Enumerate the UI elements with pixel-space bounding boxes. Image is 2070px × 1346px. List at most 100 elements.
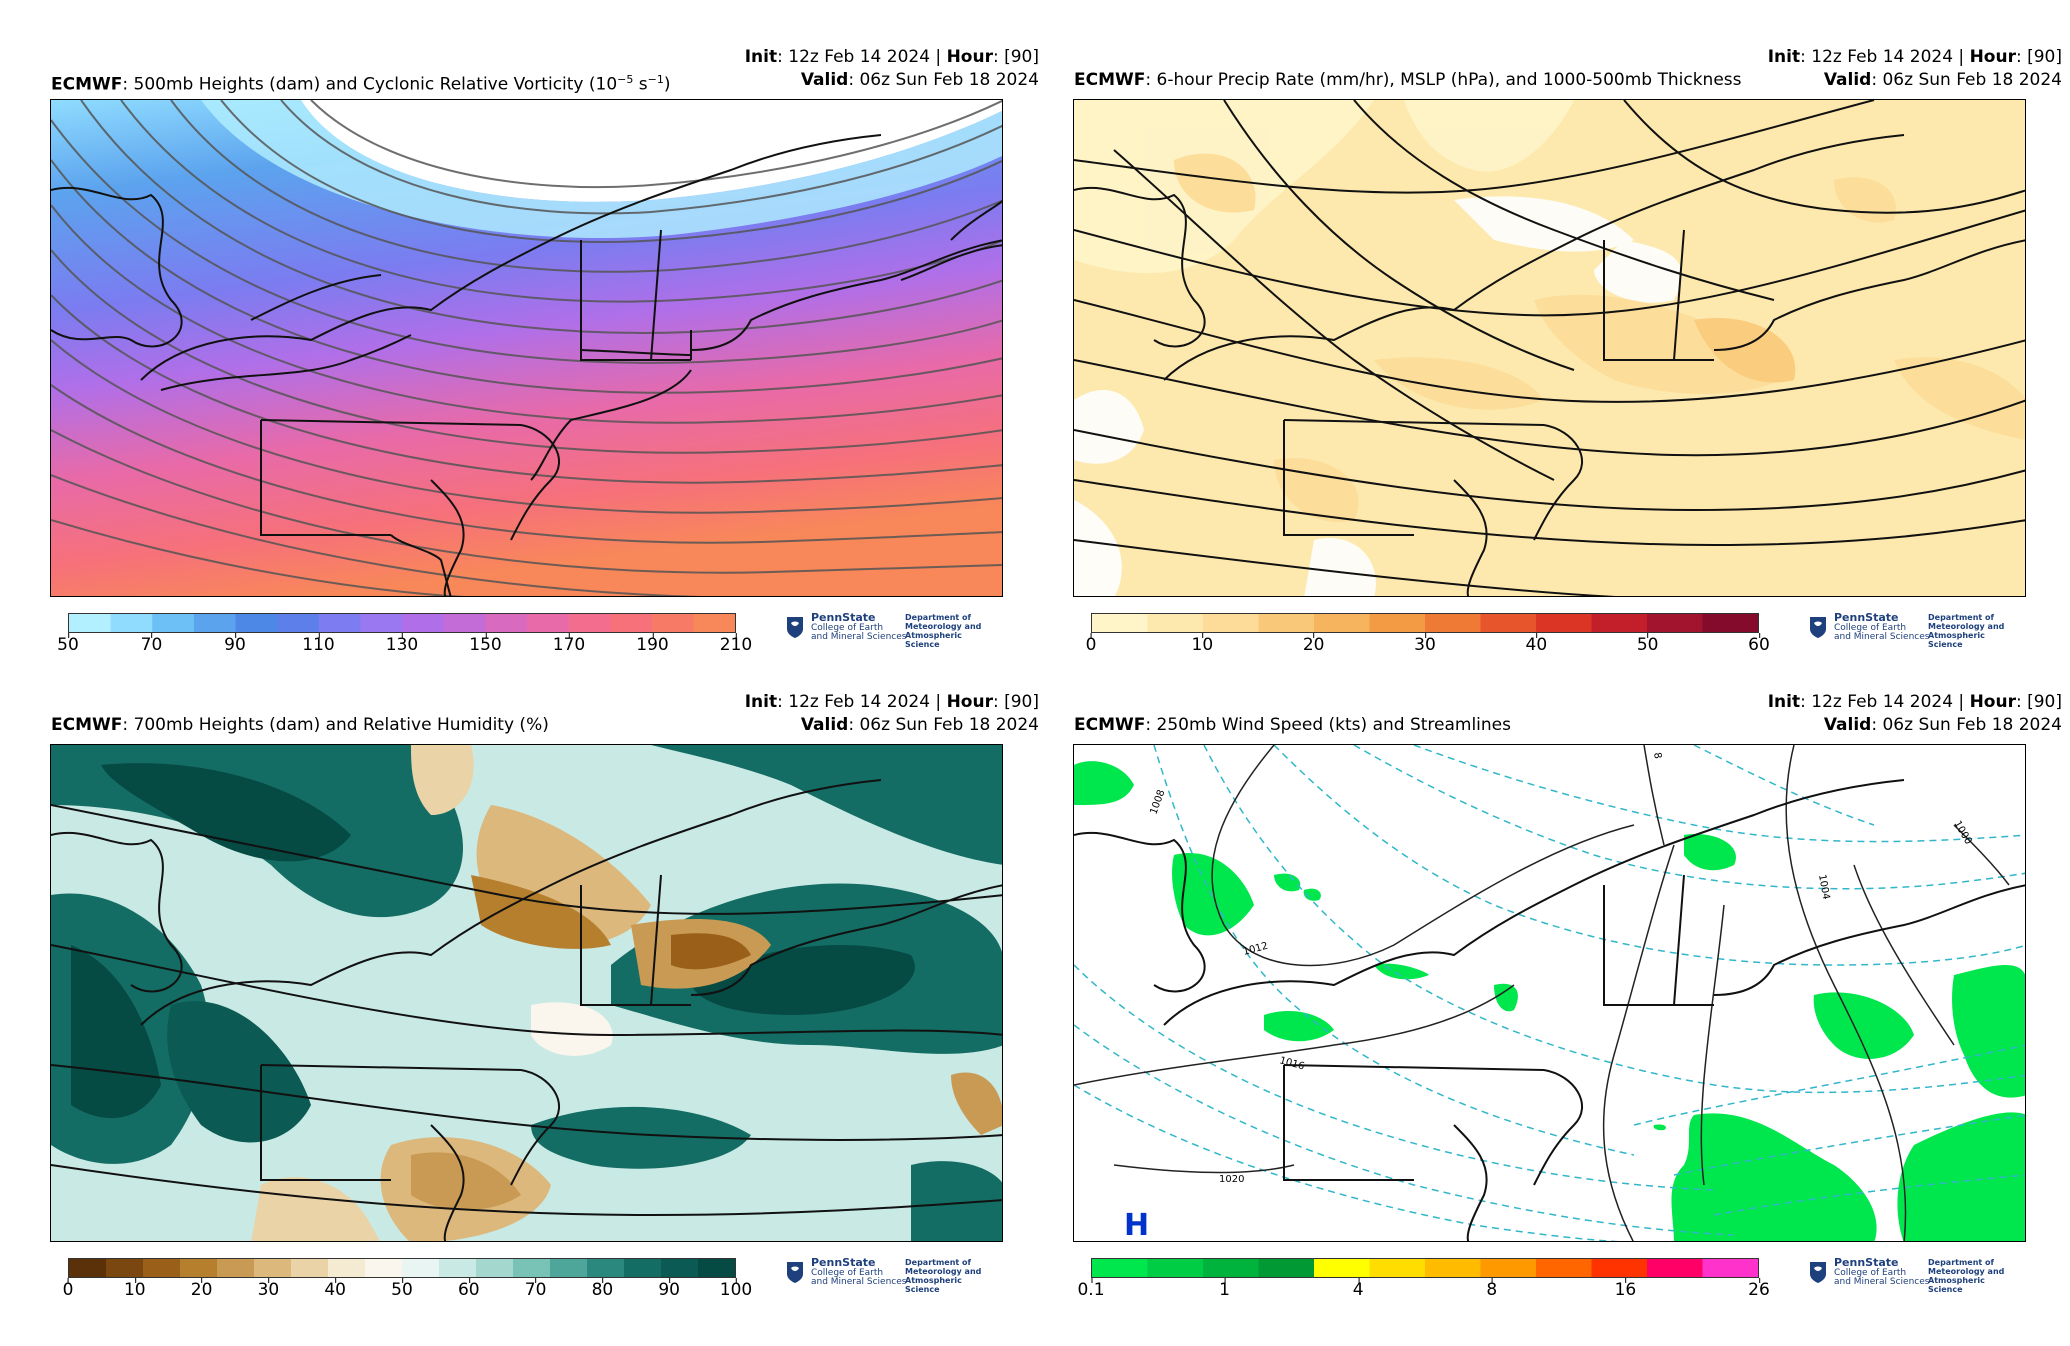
coastlines-borders <box>1074 134 2025 596</box>
colorbar-tick-label: 30 <box>257 1278 280 1300</box>
colorbar-ticks: 0.1 1 4 8 16 26 <box>1077 1278 1770 1310</box>
valid-line: Valid: 06z Sun Feb 18 2024 <box>1823 715 2062 735</box>
colorbar-swatch <box>1369 614 1426 632</box>
colorbar-swatch <box>291 1259 329 1277</box>
init-line: Init: 12z Feb 14 2024 | Hour: [90] <box>1767 47 2062 67</box>
colorbar-tick-label: 70 <box>140 633 163 655</box>
colorbar-tick-label: 8 <box>1486 1278 1498 1300</box>
precip-shading <box>1074 100 2025 596</box>
colorbar-rh <box>68 1258 736 1278</box>
colorbar-swatch <box>365 1259 403 1277</box>
colorbar-rh-swatches <box>69 1259 735 1277</box>
colorbar-swatch <box>1258 614 1315 632</box>
colorbar-tick-label: 0 <box>62 1278 74 1300</box>
pennstate-shield-icon <box>1810 1262 1826 1283</box>
pennstate-logo: PennState College of Earth and Mineral Sci… <box>785 1257 995 1294</box>
panel-precip-mslp: Init: 12z Feb 14 2024 | Hour: [90] ECMWF… <box>1063 45 2070 675</box>
colorbar-swatch <box>69 1259 107 1277</box>
colorbar-wind-swatches <box>1092 1259 1758 1277</box>
coastlines-borders <box>51 779 1002 1241</box>
pennstate-shield-icon <box>787 1262 803 1283</box>
panel-700mb-rh: Init: 12z Feb 14 2024 | Hour: [90] ECMWF… <box>40 690 1060 1320</box>
map-700mb-rh[interactable] <box>50 744 1003 1242</box>
colorbar-swatch <box>1591 614 1648 632</box>
colorbar-tick-label: 150 <box>469 633 502 655</box>
colorbar-tick-label: 0.1 <box>1077 1278 1105 1300</box>
colorbar-tick-label: 10 <box>123 1278 146 1300</box>
colorbar-swatch <box>651 614 694 632</box>
pennstate-shield-icon <box>1810 617 1826 638</box>
colorbar-swatch <box>1702 1259 1758 1277</box>
pennstate-logo: PennState College of Earth and Mineral Sci… <box>785 612 995 649</box>
pennstate-logo: PennState College of Earth and Mineral Sci… <box>1808 612 2018 649</box>
colorbar-swatch <box>443 614 486 632</box>
colorbar-swatch <box>1425 1259 1481 1277</box>
map-250mb-wind[interactable]: 1008 1012 1016 1020 1004 1000 8 H <box>1073 744 2026 1242</box>
colorbar-swatch <box>1147 1259 1204 1277</box>
colorbar-vorticity <box>68 613 736 633</box>
colorbar-swatch <box>1480 614 1537 632</box>
panel-250mb-wind: Init: 12z Feb 14 2024 | Hour: [90] ECMWF… <box>1063 690 2070 1320</box>
colorbar-swatch <box>1536 1259 1592 1277</box>
colorbar-tick-label: 26 <box>1748 1278 1770 1300</box>
colorbar-swatch <box>624 1259 662 1277</box>
colorbar-swatch <box>217 1259 255 1277</box>
colorbar-swatch <box>526 614 570 632</box>
colorbar-swatch <box>439 1259 477 1277</box>
colorbar-swatch <box>1480 1259 1537 1277</box>
colorbar-tick-label: 130 <box>385 633 419 655</box>
colorbar-swatch <box>1369 1259 1426 1277</box>
colorbar-tick-label: 16 <box>1614 1278 1637 1300</box>
panel-title: ECMWF: 700mb Heights (dam) and Relative … <box>51 715 549 735</box>
colorbar-swatch <box>1647 1259 1703 1277</box>
colorbar-tick-label: 170 <box>552 633 586 655</box>
valid-line: Valid: 06z Sun Feb 18 2024 <box>800 70 1039 90</box>
pennstate-logo: PennState College of Earth and Mineral Sci… <box>1808 1257 2018 1294</box>
map-500mb-vorticity[interactable] <box>50 99 1003 597</box>
colorbar-swatch <box>1258 1259 1315 1277</box>
colorbar-tick-label: 40 <box>324 1278 347 1300</box>
map-precip-mslp[interactable] <box>1073 99 2026 597</box>
colorbar-swatch <box>110 614 153 632</box>
colorbar-tick-label: 20 <box>1302 633 1325 655</box>
colorbar-swatch <box>1092 614 1148 632</box>
colorbar-tick-label: 30 <box>1414 633 1436 655</box>
colorbar-swatch <box>106 1259 144 1277</box>
colorbar-precip-swatches <box>1092 614 1758 632</box>
colorbar-precip <box>1091 613 1759 633</box>
colorbar-swatch <box>1314 614 1370 632</box>
init-line: Init: 12z Feb 14 2024 | Hour: [90] <box>744 692 1039 712</box>
colorbar-swatch <box>550 1259 588 1277</box>
colorbar-tick-label: 0 <box>1085 633 1097 655</box>
colorbar-swatch <box>277 614 320 632</box>
colorbar-swatch <box>1425 614 1481 632</box>
colorbar-swatch <box>69 614 112 632</box>
colorbar-swatch <box>1314 1259 1370 1277</box>
high-pressure-label: H <box>1124 1208 1149 1242</box>
colorbar-tick-label: 70 <box>524 1278 547 1300</box>
colorbar-swatch <box>1536 614 1592 632</box>
colorbar-tick-label: 1 <box>1219 1278 1231 1300</box>
colorbar-ticks: 0 10 20 30 40 50 60 <box>1086 633 1770 665</box>
colorbar-tick-label: 90 <box>224 633 246 655</box>
colorbar-tick-label: 50 <box>1636 633 1659 655</box>
colorbar-swatch <box>1203 1259 1259 1277</box>
colorbar-tick-label: 90 <box>658 1278 681 1300</box>
colorbar-swatch <box>402 1259 440 1277</box>
colorbar-tick-label: 100 <box>719 1278 753 1300</box>
colorbar-swatch <box>328 1259 366 1277</box>
colorbar-swatch <box>193 614 237 632</box>
colorbar-tick-label: 210 <box>719 633 753 655</box>
coastlines-borders <box>1074 779 2025 1241</box>
colorbar-tick-label: 50 <box>57 633 79 655</box>
colorbar-swatch <box>1702 614 1758 632</box>
coastlines-borders <box>51 134 1002 596</box>
colorbar-swatch <box>568 614 611 632</box>
init-line: Init: 12z Feb 14 2024 | Hour: [90] <box>1767 692 2062 712</box>
pennstate-shield-icon <box>787 617 803 638</box>
isobar-label: 8 <box>1651 752 1663 760</box>
colorbar-ticks: 50 70 90 110 130 150 170 190 210 <box>57 633 752 665</box>
colorbar-swatch <box>587 1259 625 1277</box>
colorbar-tick-label: 40 <box>1525 633 1548 655</box>
colorbar-swatch <box>698 1259 735 1277</box>
